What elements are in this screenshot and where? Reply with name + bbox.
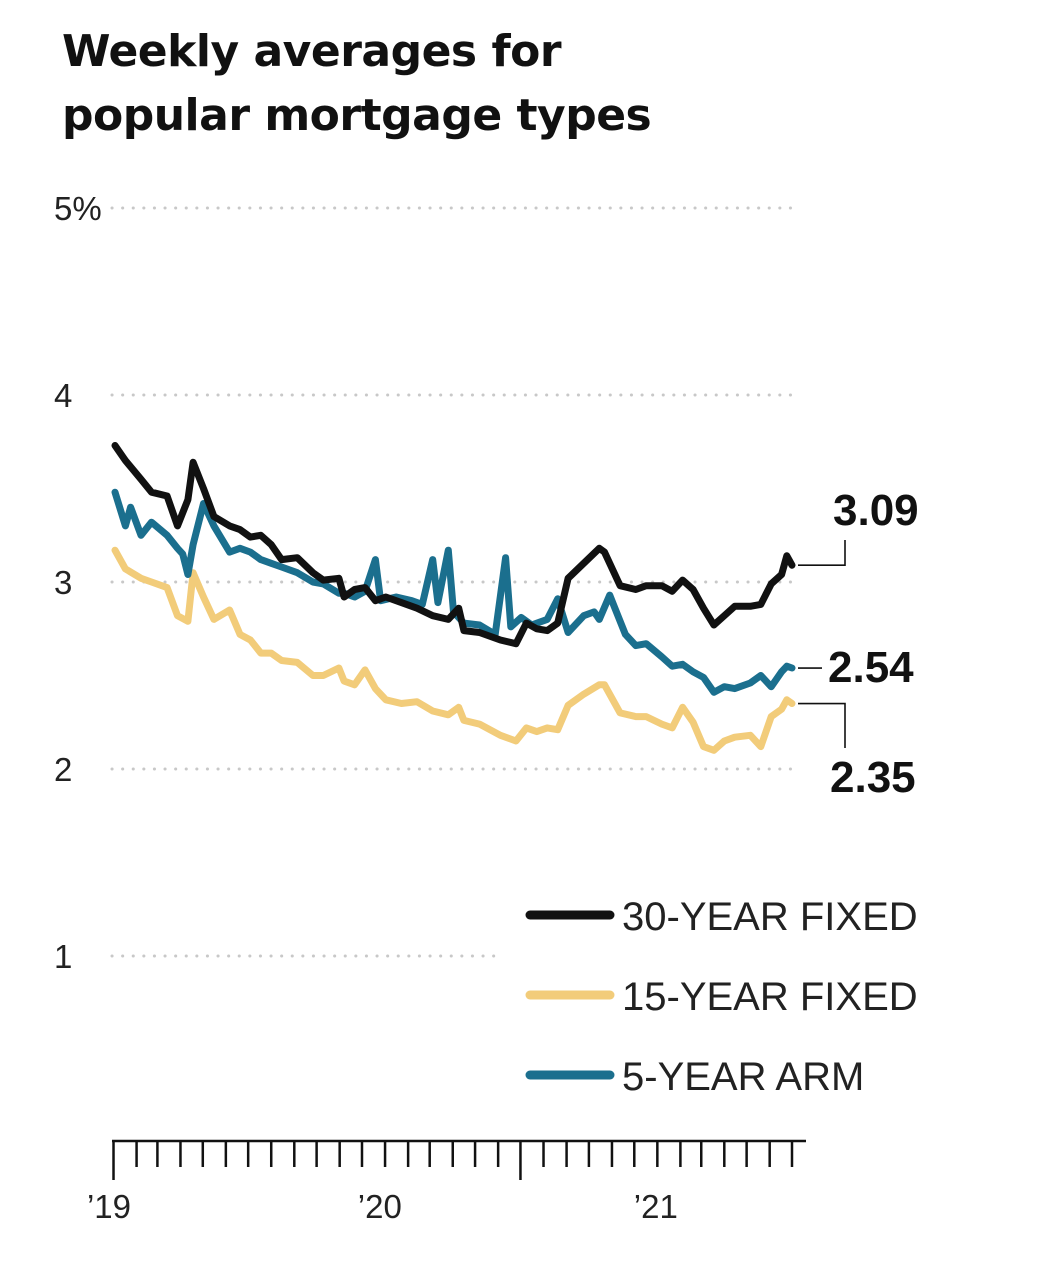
x-tick-label: ’20 (358, 1188, 402, 1225)
chart-title-line-2: popular mortgage types (62, 90, 652, 141)
end-label-fifteen: 2.35 (830, 753, 916, 802)
end-labels: 3.09 2.54 2.35 (798, 486, 919, 802)
legend-label-thirty: 30-YEAR FIXED (622, 895, 918, 939)
series-line-arm (111, 488, 796, 696)
end-label-arm: 2.54 (828, 643, 914, 692)
y-tick-label: 5% (54, 190, 102, 227)
legend: 30-YEAR FIXED 15-YEAR FIXED 5-YEAR ARM (525, 895, 918, 1099)
y-tick-label: 3 (54, 564, 72, 601)
y-tick-label: 2 (54, 751, 72, 788)
chart-title: Weekly averages for popular mortgage typ… (62, 20, 652, 148)
y-axis-labels: 5% 4 3 2 1 (54, 190, 102, 975)
end-label-leader (798, 702, 846, 748)
series-lines (111, 442, 796, 754)
x-tick-label: ’21 (634, 1188, 678, 1225)
y-tick-label: 4 (54, 377, 72, 414)
x-tick-label: ’19 (87, 1188, 131, 1225)
series-line-fifteen (111, 546, 796, 754)
chart-title-line-1: Weekly averages for (62, 26, 562, 77)
legend-label-arm: 5-YEAR ARM (622, 1055, 864, 1099)
legend-label-fifteen: 15-YEAR FIXED (622, 975, 918, 1019)
end-label-leader (798, 540, 846, 566)
series-line-thirty (111, 442, 796, 648)
end-label-thirty: 3.09 (833, 486, 919, 535)
y-tick-label: 1 (54, 938, 72, 975)
x-axis: ’19 ’20 ’21 (87, 1139, 806, 1225)
